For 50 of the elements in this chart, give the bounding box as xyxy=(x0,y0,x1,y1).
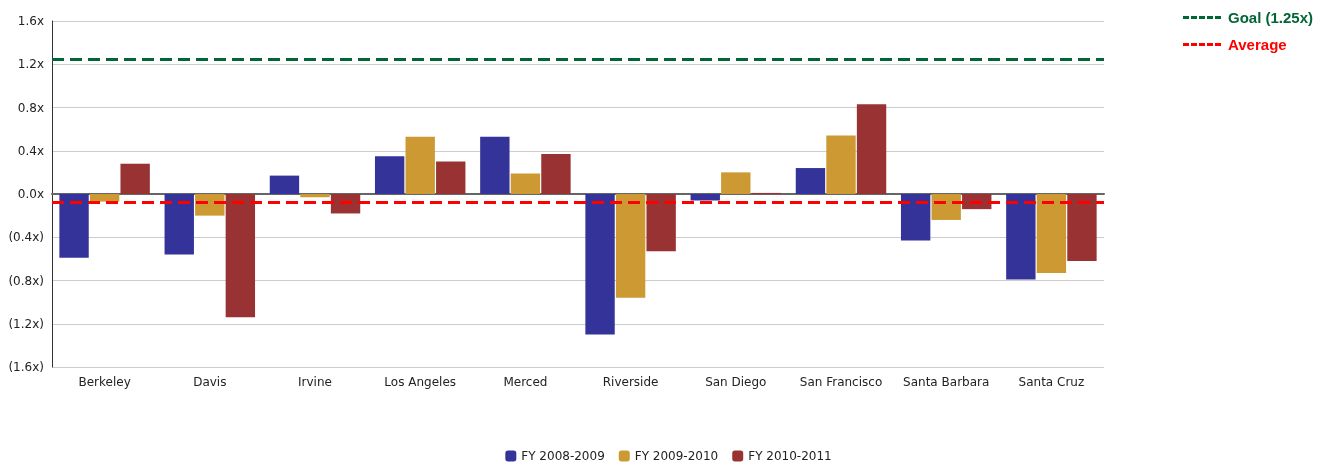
y-tick-label: (1.2x) xyxy=(8,316,44,331)
x-tick-label: Los Angeles xyxy=(384,375,457,389)
legend-label: FY 2010-2011 xyxy=(748,449,832,463)
y-tick-label: (0.8x) xyxy=(8,273,44,288)
bar xyxy=(615,194,646,298)
bar xyxy=(300,194,330,198)
legend-label: Average xyxy=(1228,36,1287,53)
bar xyxy=(436,161,466,194)
x-tick-label: Irvine xyxy=(298,375,332,389)
bar xyxy=(225,194,256,318)
bar xyxy=(405,136,435,194)
legend-label: Goal (1.25x) xyxy=(1228,9,1314,26)
bar xyxy=(1036,194,1067,273)
bar xyxy=(164,194,194,255)
bar xyxy=(826,135,856,194)
x-tick-label: Santa Cruz xyxy=(1018,375,1085,389)
bar xyxy=(931,194,961,220)
bar xyxy=(374,156,405,194)
bar xyxy=(59,194,89,258)
bar xyxy=(269,175,300,194)
bar xyxy=(120,163,150,194)
bar xyxy=(795,168,826,194)
bar xyxy=(541,153,571,194)
bar xyxy=(1067,194,1097,262)
x-tick-label: Davis xyxy=(193,375,227,389)
bar xyxy=(1006,194,1036,280)
y-tick-label: 1.2x xyxy=(17,57,44,72)
x-tick-label: Merced xyxy=(503,375,548,389)
bar xyxy=(856,104,887,194)
bar xyxy=(690,194,720,201)
y-tick-label: 0.4x xyxy=(17,143,44,158)
legend-label: FY 2008-2009 xyxy=(521,449,605,463)
y-tick-label: 0.8x xyxy=(17,100,44,115)
bar xyxy=(89,194,120,202)
y-tick-label: (0.4x) xyxy=(8,230,44,245)
bar xyxy=(585,194,615,335)
bar xyxy=(646,194,676,252)
y-tick-label: 0.0x xyxy=(17,187,44,201)
x-tick-label: San Diego xyxy=(705,375,767,389)
bar xyxy=(900,194,931,241)
x-tick-label: Santa Barbara xyxy=(903,375,990,389)
bar xyxy=(721,172,751,194)
bar xyxy=(480,136,510,194)
x-tick-label: Berkeley xyxy=(78,375,131,389)
y-tick-label: (1.6x) xyxy=(8,360,44,374)
legend-label: FY 2009-2010 xyxy=(634,449,719,463)
x-tick-label: San Francisco xyxy=(799,375,883,389)
x-tick-label: Riverside xyxy=(602,375,659,389)
y-tick-label: 1.6x xyxy=(17,14,44,28)
bar xyxy=(510,173,541,194)
